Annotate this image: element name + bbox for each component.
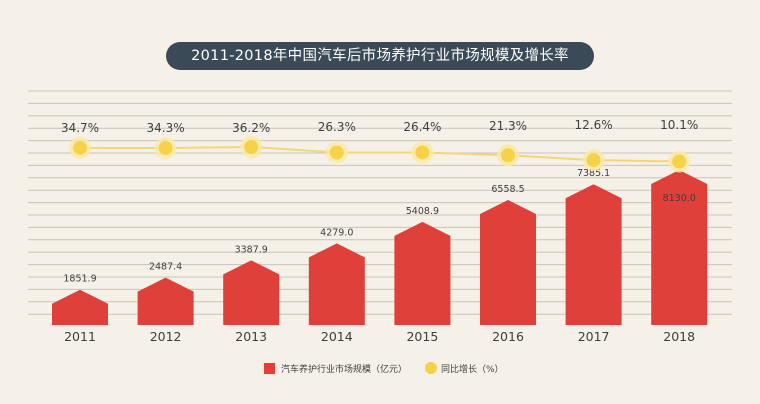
x-tick-label: 2018 xyxy=(663,329,695,344)
bar-value-label: 8130.0 xyxy=(663,193,696,204)
bar-value-label: 1851.9 xyxy=(63,274,96,285)
growth-point xyxy=(329,145,344,160)
bar xyxy=(651,170,708,325)
growth-value-label: 10.1% xyxy=(660,118,698,132)
bar xyxy=(52,289,108,325)
bar xyxy=(308,243,365,325)
chart-title: 2011-2018年中国汽车后市场养护行业市场规模及增长率 xyxy=(166,42,594,70)
bar-value-label: 3387.9 xyxy=(235,244,268,255)
x-tick-label: 2017 xyxy=(578,329,610,344)
x-tick-label: 2012 xyxy=(150,329,182,344)
growth-value-label: 34.3% xyxy=(147,121,185,135)
bar-value-label: 2487.4 xyxy=(149,262,182,273)
growth-point xyxy=(586,153,601,168)
legend-label-bars: 汽车养护行业市场规模（亿元） xyxy=(281,363,407,375)
bar xyxy=(137,277,194,325)
growth-value-label: 26.4% xyxy=(403,120,441,134)
bar-value-label: 4279.0 xyxy=(320,227,353,238)
x-tick-label: 2014 xyxy=(321,329,353,344)
bar xyxy=(480,199,536,325)
growth-point xyxy=(73,140,87,155)
growth-value-label: 36.2% xyxy=(232,121,270,135)
growth-point xyxy=(244,140,259,154)
growth-point xyxy=(158,141,173,156)
growth-point xyxy=(415,145,430,160)
x-tick-label: 2015 xyxy=(406,329,438,344)
growth-value-label: 26.3% xyxy=(318,120,356,134)
growth-value-label: 34.7% xyxy=(61,121,99,135)
growth-value-label: 21.3% xyxy=(489,119,527,133)
bar-value-label: 5408.9 xyxy=(406,206,439,217)
growth-point xyxy=(672,154,687,169)
legend-swatch-growth xyxy=(425,362,437,374)
growth-value-label: 12.6% xyxy=(575,118,613,132)
gridlines xyxy=(28,90,732,315)
legend-swatch-bars xyxy=(264,363,275,374)
x-tick-label: 2016 xyxy=(492,329,524,344)
x-tick-label: 2013 xyxy=(235,329,267,344)
legend-label-growth: 同比增长（%） xyxy=(441,363,504,375)
growth-point xyxy=(501,148,515,163)
bar xyxy=(223,260,280,325)
bar xyxy=(565,184,622,325)
growth-line xyxy=(79,145,680,163)
bar-value-label: 6558.5 xyxy=(491,184,524,195)
bar xyxy=(394,221,451,325)
bar-value-label: 7385.1 xyxy=(577,168,610,179)
x-tick-label: 2011 xyxy=(64,329,96,344)
